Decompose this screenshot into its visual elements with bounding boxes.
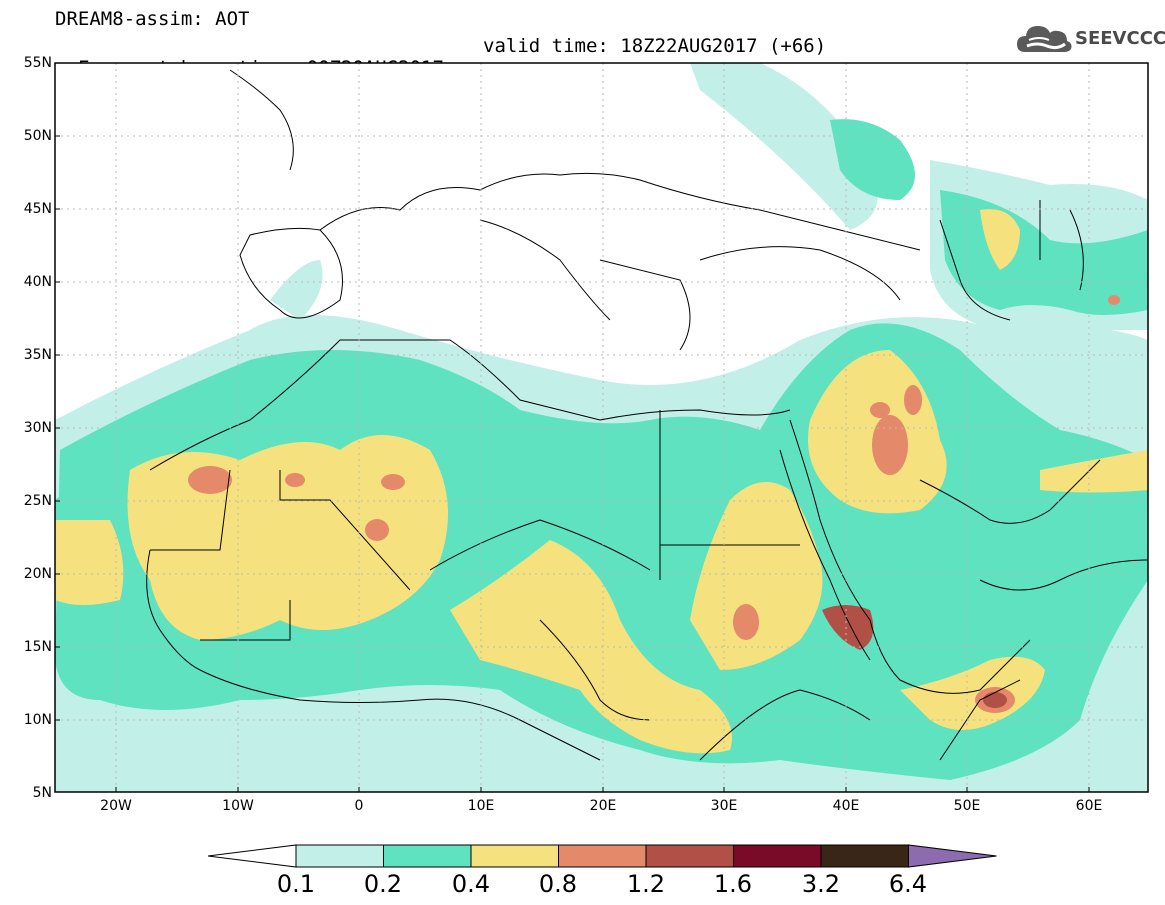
cloud-icon: [1017, 26, 1072, 52]
seevccc-logo: SEEVCCC: [1017, 22, 1165, 56]
coastlines: [146, 69, 1148, 761]
lon-label: 60E: [1075, 798, 1103, 814]
legend-label: 6.4: [888, 870, 928, 898]
axis-ticks: [55, 62, 1090, 792]
legend-label: 0.1: [276, 870, 316, 898]
lat-label: 5N: [32, 785, 52, 801]
map-title: DREAM8-assim: AOT: [55, 8, 250, 30]
lon-label: 10E: [467, 798, 495, 814]
lon-label: 10W: [222, 798, 254, 814]
lon-label: 0: [354, 798, 364, 814]
lon-label: 20E: [589, 798, 617, 814]
lon-label: 40E: [832, 798, 860, 814]
lon-label: 30E: [710, 798, 738, 814]
legend-label: 1.2: [626, 870, 666, 898]
lat-label: 50N: [23, 128, 52, 144]
legend-label: 0.8: [538, 870, 578, 898]
graticule: [55, 63, 1148, 792]
aot-field: [55, 63, 1148, 792]
lat-label: 15N: [23, 639, 52, 655]
lat-label: 10N: [23, 712, 52, 728]
lat-label: 25N: [23, 493, 52, 509]
lat-label: 45N: [23, 201, 52, 217]
lat-label: 30N: [23, 420, 52, 436]
legend-label: 0.4: [451, 870, 491, 898]
lat-label: 55N: [23, 55, 52, 71]
lon-label: 50E: [953, 798, 981, 814]
aot-band-0-8: [188, 295, 1120, 713]
logo-text: SEEVCCC: [1075, 28, 1165, 49]
lon-label: 20W: [100, 798, 132, 814]
legend-label: 0.2: [363, 870, 403, 898]
valid-time: valid time: 18Z22AUG2017 (+66): [483, 35, 827, 57]
lat-label: 20N: [23, 566, 52, 582]
legend-label: 3.2: [801, 870, 841, 898]
legend-label: 1.6: [713, 870, 753, 898]
lat-label: 35N: [23, 347, 52, 363]
lat-label: 40N: [23, 274, 52, 290]
